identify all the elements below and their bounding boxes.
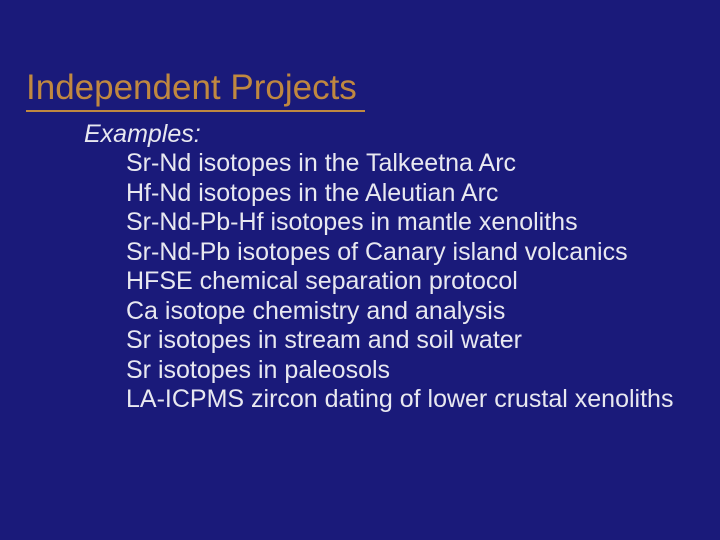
list-item: Sr-Nd isotopes in the Talkeetna Arc [126,149,720,179]
list-item: Sr isotopes in stream and soil water [126,326,720,356]
examples-label: Examples: [84,120,720,149]
list-item: Sr isotopes in paleosols [126,356,720,386]
list-item: LA-ICPMS zircon dating of lower crustal … [126,385,720,415]
list-item: Ca isotope chemistry and analysis [126,297,720,327]
slide: Independent Projects Examples: Sr-Nd iso… [0,0,720,540]
list-item: Sr-Nd-Pb isotopes of Canary island volca… [126,238,720,268]
slide-title: Independent Projects [26,68,365,112]
example-list: Sr-Nd isotopes in the Talkeetna Arc Hf-N… [126,149,720,415]
list-item: HFSE chemical separation protocol [126,267,720,297]
list-item: Sr-Nd-Pb-Hf isotopes in mantle xenoliths [126,208,720,238]
list-item: Hf-Nd isotopes in the Aleutian Arc [126,179,720,209]
